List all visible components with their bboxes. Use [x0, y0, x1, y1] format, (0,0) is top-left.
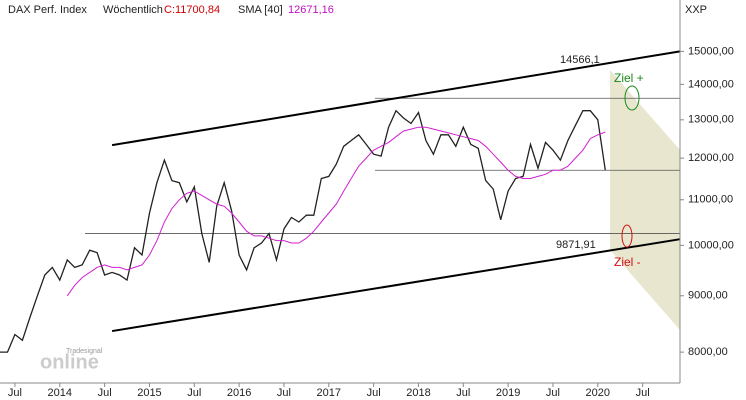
- series-line: [66, 126, 606, 297]
- target-marker: [624, 85, 640, 111]
- axis-unit: XXP: [685, 4, 707, 16]
- x-tick-label: Jul: [546, 387, 560, 399]
- x-tick-label: Jul: [636, 387, 650, 399]
- projection-band: [610, 70, 680, 240]
- y-tick-label: 10000,00: [688, 239, 734, 251]
- x-tick-label: Jul: [8, 387, 22, 399]
- y-tick-label: 8000,00: [688, 346, 728, 358]
- trend-channel: [111, 238, 681, 333]
- x-tick-label: Jul: [367, 387, 381, 399]
- projection-band: [610, 170, 680, 330]
- annotation: Ziel +: [614, 71, 644, 85]
- annotation: Ziel -: [614, 255, 641, 269]
- y-tick-label: 12000,00: [688, 152, 734, 164]
- sma-name: SMA [40]: [238, 4, 283, 16]
- last-close: C:11700,84: [164, 4, 220, 16]
- annotation: 9871,91: [556, 239, 596, 251]
- x-tick-label: Jul: [277, 387, 291, 399]
- watermark: Tradesignal: [66, 348, 103, 355]
- x-tick-label: Jul: [456, 387, 470, 399]
- sma-last: 12671,16: [288, 4, 334, 16]
- watermark: online: [40, 351, 99, 373]
- y-tick-label: 13000,00: [688, 114, 734, 126]
- x-tick-label: 2020: [586, 387, 610, 399]
- x-tick-label: Jul: [187, 387, 201, 399]
- interval: Wöchentlich: [103, 4, 163, 16]
- x-tick-label: 2016: [227, 387, 251, 399]
- trend-channel: [111, 50, 681, 147]
- y-tick-label: 14000,00: [688, 78, 734, 90]
- x-tick-label: 2014: [48, 387, 72, 399]
- y-tick-label: 9000,00: [688, 290, 728, 302]
- annotation: 14566,1: [560, 54, 600, 66]
- x-tick-label: 2019: [496, 387, 520, 399]
- x-tick-label: Jul: [98, 387, 112, 399]
- target-marker: [621, 224, 633, 248]
- x-tick-label: 2015: [137, 387, 161, 399]
- title: DAX Perf. Index: [8, 4, 87, 16]
- x-tick-label: 2018: [406, 387, 430, 399]
- y-tick-label: 15000,00: [688, 45, 734, 57]
- series-line: [0, 109, 606, 353]
- y-tick-label: 11000,00: [688, 194, 733, 206]
- x-tick-label: 2017: [317, 387, 341, 399]
